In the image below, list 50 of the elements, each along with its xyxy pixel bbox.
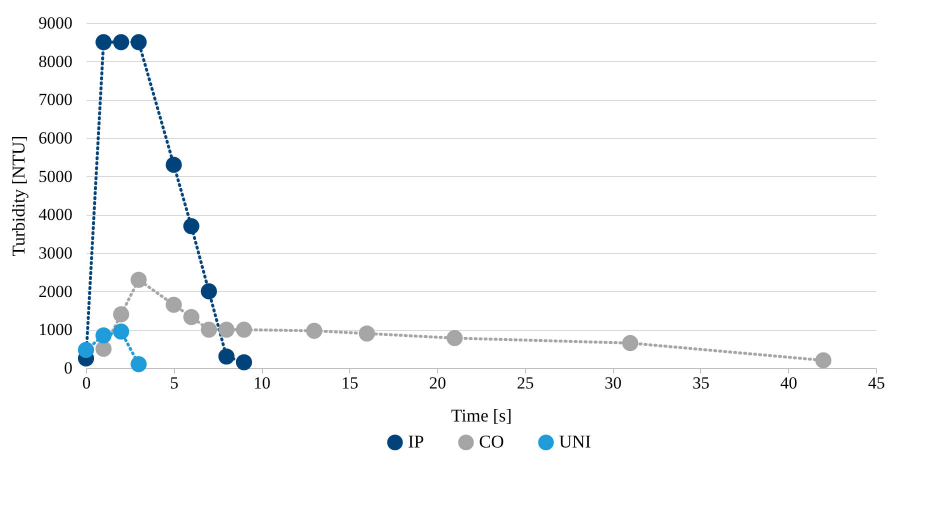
x-tick-label: 15 (341, 374, 358, 392)
point (200, 283, 217, 300)
legend-label: IP (408, 431, 424, 452)
point (218, 322, 235, 338)
point (130, 356, 147, 372)
point (200, 322, 217, 338)
y-tick-label: 1000 (38, 320, 72, 340)
y-tick-label: 9000 (38, 14, 72, 32)
x-tick-label: 40 (780, 374, 798, 392)
point (78, 342, 94, 358)
point (183, 308, 200, 326)
y-tick-label: 3000 (38, 244, 72, 262)
point (358, 325, 375, 342)
x-tick-label: 0 (82, 374, 91, 392)
y-tick-label: 4000 (38, 205, 72, 224)
point (95, 327, 112, 344)
legend-label: UNI (559, 431, 591, 452)
point (446, 330, 463, 346)
x-tick-label: 5 (170, 374, 179, 392)
y-tick-label: 8000 (38, 52, 72, 71)
y-tick-label: 7000 (38, 90, 72, 110)
point (306, 322, 322, 339)
point (130, 272, 147, 288)
y-tick-label: 5000 (38, 166, 72, 186)
point (130, 34, 147, 50)
x-tick-label: 30 (604, 374, 622, 392)
point (95, 340, 112, 357)
point (95, 34, 112, 50)
point (815, 352, 832, 368)
point (166, 296, 182, 313)
x-tick-label: 45 (868, 374, 885, 392)
point (166, 156, 182, 173)
point (113, 34, 130, 50)
point (113, 306, 130, 322)
point (236, 322, 252, 338)
x-tick-label: 20 (429, 374, 446, 392)
y-tick-label: 6000 (38, 128, 72, 148)
point (236, 354, 252, 370)
x-tick-label: 25 (516, 374, 534, 392)
legend-label: CO (479, 431, 504, 452)
point (622, 335, 638, 352)
y-axis-title: Turbidity [NTU] (8, 136, 28, 256)
y-tick-label: 2000 (38, 282, 72, 301)
x-axis-title: Time [s] (451, 406, 512, 426)
point (218, 348, 235, 365)
point (183, 218, 200, 234)
y-tick-label: 0 (64, 358, 72, 378)
x-tick-label: 35 (692, 374, 710, 392)
point (113, 324, 130, 340)
x-tick-label: 10 (254, 374, 271, 392)
